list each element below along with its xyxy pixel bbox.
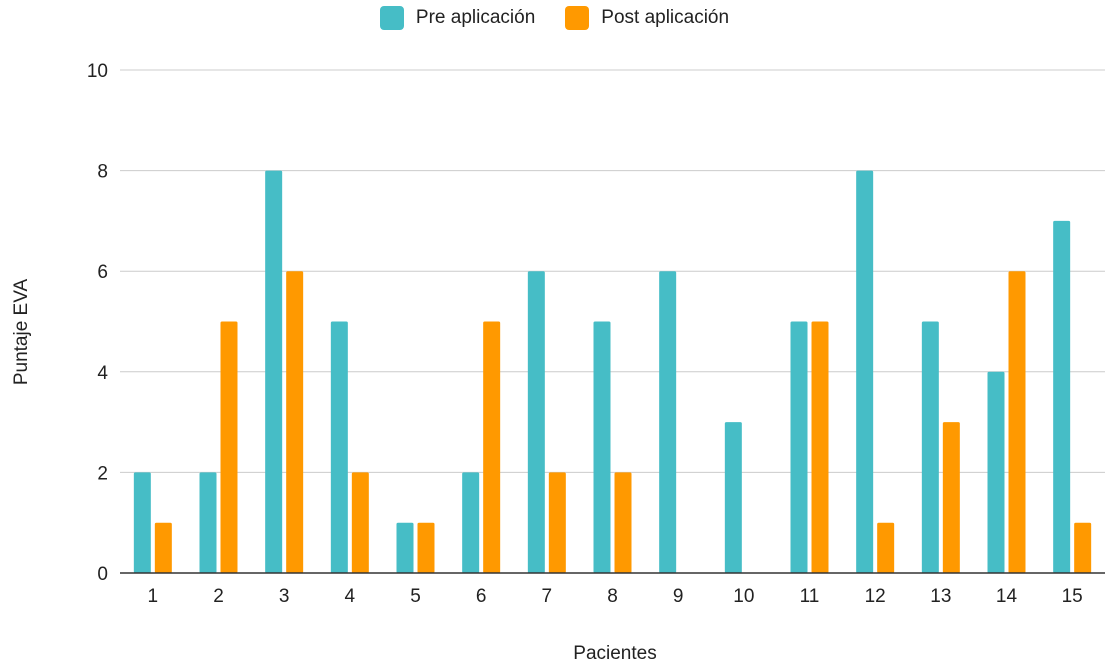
bar [199, 472, 217, 573]
bar [659, 271, 677, 573]
bar [483, 321, 501, 573]
x-tick-label: 2 [213, 586, 224, 607]
bar [856, 170, 874, 573]
y-tick-label: 10 [87, 61, 108, 82]
bar [987, 371, 1005, 573]
y-tick-label: 8 [97, 162, 108, 183]
x-tick-label: 1 [148, 586, 159, 607]
legend: Pre aplicación Post aplicación [0, 6, 1109, 30]
x-tick-label: 9 [673, 586, 684, 607]
legend-swatch-pre [379, 6, 404, 30]
bar [351, 472, 369, 573]
legend-item-post[interactable]: Post aplicación [565, 6, 729, 30]
bar [220, 321, 238, 573]
bar [593, 321, 611, 573]
bar [396, 522, 414, 573]
bar [527, 271, 545, 573]
bar [154, 522, 172, 573]
bar [265, 170, 283, 573]
bar [877, 522, 895, 573]
legend-label-pre: Pre aplicación [415, 7, 536, 28]
x-tick-label: 10 [733, 586, 754, 607]
x-tick-label: 14 [996, 586, 1018, 607]
bar [286, 271, 304, 573]
x-tick-label: 3 [279, 586, 290, 607]
bar [614, 472, 632, 573]
x-tick-label: 6 [476, 586, 487, 607]
x-tick-label: 11 [800, 586, 820, 607]
x-tick-label: 15 [1062, 586, 1083, 607]
x-tick-label: 5 [410, 586, 421, 607]
x-tick-label: 7 [542, 586, 553, 607]
x-tick-label: 4 [345, 586, 356, 607]
bar [1053, 220, 1071, 573]
bar [133, 472, 151, 573]
x-tick-label: 8 [607, 586, 618, 607]
bar [811, 321, 829, 573]
bar [921, 321, 939, 573]
bar [790, 321, 808, 573]
y-tick-label: 6 [97, 262, 108, 283]
x-tick-label: 13 [930, 586, 951, 607]
legend-label-post: Post aplicación [601, 7, 730, 28]
legend-item-pre[interactable]: Pre aplicación [379, 6, 536, 30]
bar [1008, 271, 1026, 573]
bar [330, 321, 348, 573]
bar [417, 522, 435, 573]
x-tick-label: 12 [865, 586, 886, 607]
y-tick-label: 4 [97, 363, 108, 384]
bar [1074, 522, 1092, 573]
legend-swatch-post [565, 6, 590, 30]
y-tick-label: 0 [97, 564, 108, 585]
bar [548, 472, 566, 573]
bar [942, 422, 960, 573]
y-tick-label: 2 [97, 463, 108, 484]
x-axis-title: Pacientes [573, 643, 657, 664]
bar [462, 472, 480, 573]
bar [724, 422, 742, 573]
